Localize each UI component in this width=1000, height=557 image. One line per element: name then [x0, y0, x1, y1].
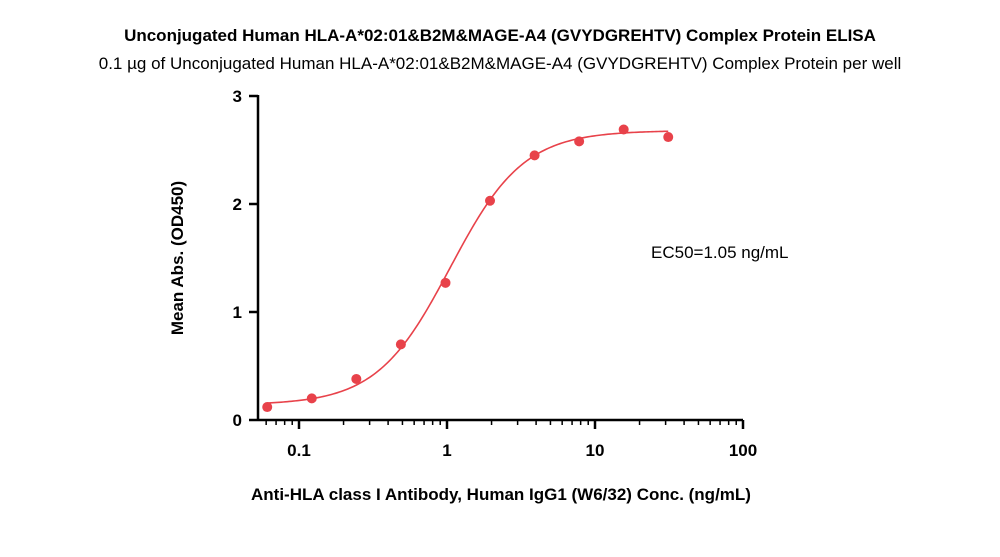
- fit-curve: [267, 130, 669, 404]
- ec50-annotation: EC50=1.05 ng/mL: [651, 243, 789, 262]
- data-point: [529, 150, 540, 161]
- data-point: [395, 339, 406, 350]
- fit-curve-group: [267, 130, 669, 404]
- data-point: [485, 195, 496, 206]
- y-tick-label: 2: [233, 195, 242, 214]
- y-tick-label: 0: [233, 411, 242, 430]
- data-point: [440, 277, 451, 288]
- x-tick-label: 10: [586, 441, 605, 460]
- data-point: [574, 136, 585, 147]
- data-point: [663, 132, 674, 143]
- chart-title: Unconjugated Human HLA-A*02:01&B2M&MAGE-…: [124, 26, 876, 45]
- chart-subtitle: 0.1 µg of Unconjugated Human HLA-A*02:01…: [98, 54, 902, 73]
- x-tick-label: 100: [729, 441, 757, 460]
- data-point: [262, 402, 273, 413]
- x-axis-label: Anti-HLA class I Antibody, Human IgG1 (W…: [251, 485, 751, 504]
- data-points: [262, 124, 674, 413]
- axes: 0 1 2 3 0.1 1 10 100: [233, 87, 758, 460]
- x-tick-label: 0.1: [287, 441, 311, 460]
- x-tick-label: 1: [442, 441, 451, 460]
- y-tick-label: 1: [233, 303, 242, 322]
- data-point: [618, 124, 629, 135]
- data-point: [306, 393, 317, 404]
- y-axis-label: Mean Abs. (OD450): [168, 181, 187, 335]
- y-tick-label: 3: [233, 87, 242, 106]
- data-point: [351, 373, 362, 384]
